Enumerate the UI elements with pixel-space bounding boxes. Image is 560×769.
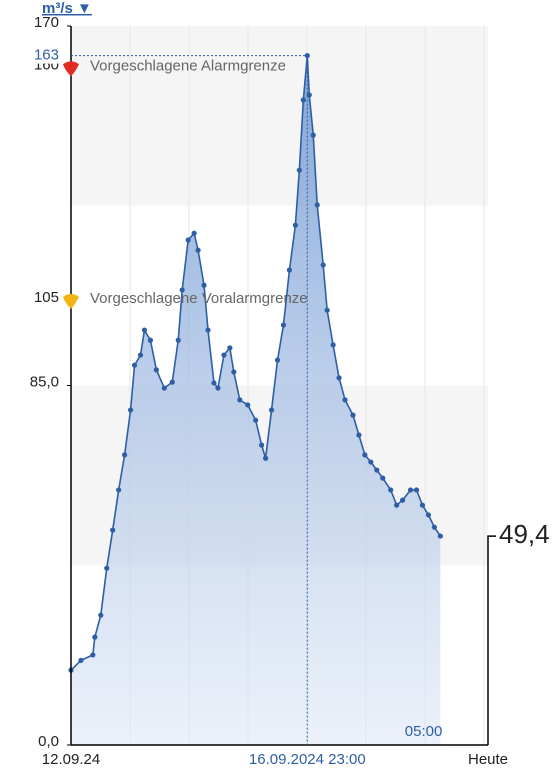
point <box>268 407 275 413</box>
point <box>169 379 175 385</box>
point <box>98 612 104 618</box>
point <box>310 132 316 138</box>
point <box>263 455 269 461</box>
point <box>245 402 251 408</box>
point <box>116 487 122 493</box>
point <box>259 442 265 448</box>
threshold-marker <box>63 293 79 309</box>
crosshair-y-label: 163 <box>34 47 59 64</box>
point <box>431 524 437 530</box>
point <box>407 487 414 493</box>
point <box>201 282 207 288</box>
threshold-marker <box>63 61 79 77</box>
point <box>286 267 293 273</box>
point <box>127 407 134 413</box>
point <box>368 459 374 465</box>
point <box>394 502 400 508</box>
point <box>161 385 167 391</box>
point <box>356 432 362 438</box>
x-tick-label: Heute <box>468 751 508 768</box>
crosshair-x-label: 16.09.2024 23:00 <box>249 751 366 768</box>
crosshair-label-bg <box>28 45 62 64</box>
point <box>211 380 217 386</box>
point <box>195 247 201 253</box>
unit-selector[interactable]: m³/s ▼ <box>42 0 92 17</box>
point <box>296 167 302 173</box>
point <box>362 452 368 458</box>
point <box>330 342 336 348</box>
point <box>400 497 406 503</box>
point <box>191 230 197 236</box>
point <box>425 512 432 518</box>
point <box>141 327 148 333</box>
point <box>413 487 420 493</box>
point <box>388 487 394 493</box>
point <box>237 397 243 403</box>
threshold-label: Vorgeschlagene Alarmgrenze <box>90 57 286 74</box>
point <box>153 367 159 373</box>
point <box>92 634 98 640</box>
point <box>253 417 259 423</box>
x-tick-label: 12.09.24 <box>42 751 100 768</box>
current-value: 49,4 <box>499 519 550 549</box>
point <box>215 385 221 391</box>
point <box>306 92 312 98</box>
point <box>342 397 348 403</box>
point <box>185 237 191 243</box>
y-tick-label: 170 <box>34 14 59 31</box>
point <box>147 337 154 343</box>
point <box>179 287 185 293</box>
y-tick-label: 0,0 <box>38 733 59 750</box>
x-tick-label: 05:00 <box>405 723 443 740</box>
point <box>110 527 116 533</box>
point <box>221 352 227 358</box>
point <box>104 565 110 571</box>
point <box>280 322 287 328</box>
point <box>314 202 320 208</box>
point <box>419 502 426 508</box>
point <box>320 262 326 268</box>
point <box>292 222 298 228</box>
y-tick-label: 85,0 <box>30 373 59 390</box>
point <box>227 345 233 351</box>
point <box>374 467 380 473</box>
point <box>300 97 306 103</box>
area <box>71 55 441 745</box>
point <box>137 352 144 358</box>
point <box>350 412 356 418</box>
y-tick-label: 105 <box>34 289 59 306</box>
point <box>437 533 443 539</box>
point <box>78 657 84 664</box>
current-bracket <box>487 535 496 745</box>
threshold-label: Vorgeschlagene Voralarmgrenze <box>90 290 308 307</box>
point <box>274 357 281 363</box>
point <box>175 337 181 343</box>
point <box>231 369 237 375</box>
point <box>90 652 96 658</box>
point <box>336 375 342 381</box>
point <box>205 327 211 333</box>
point <box>380 475 386 481</box>
point <box>131 362 138 368</box>
point <box>122 452 128 458</box>
point <box>324 307 330 313</box>
